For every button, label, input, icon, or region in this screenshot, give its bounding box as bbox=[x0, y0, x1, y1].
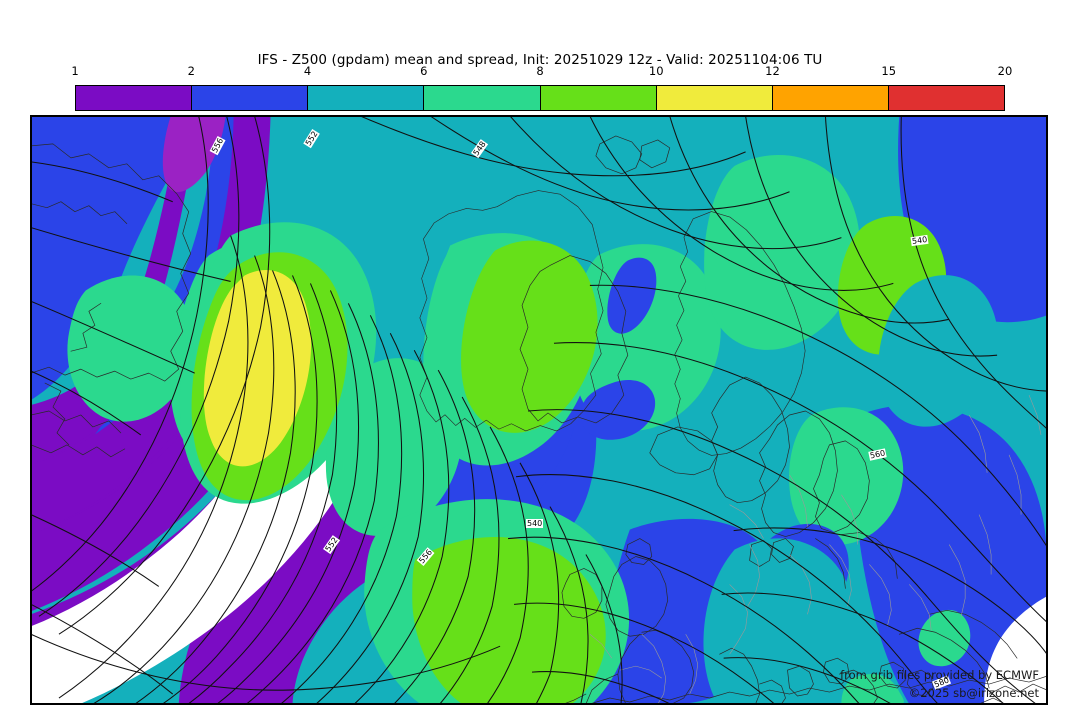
colorbar-band-2-4 bbox=[192, 86, 309, 110]
colorbar-band-15-20 bbox=[888, 86, 1004, 110]
colorbar-tick-8: 8 bbox=[536, 64, 544, 78]
colorbar-bands bbox=[75, 85, 1005, 111]
colorbar-tick-1: 1 bbox=[71, 64, 79, 78]
colorbar-band-8-10 bbox=[540, 86, 657, 110]
colorbar-tick-4: 4 bbox=[303, 64, 312, 78]
map-canvas bbox=[31, 116, 1047, 704]
map-plot-area[interactable]: 556 552 548 540 552 556 540 560 580 from… bbox=[30, 115, 1048, 705]
colorbar-band-10-12 bbox=[656, 86, 773, 110]
map-frame bbox=[31, 116, 1047, 704]
attribution-line-2: ©2025 sb@irizone.net bbox=[908, 686, 1039, 700]
height-contours bbox=[31, 116, 1047, 704]
colorbar-tick-12: 12 bbox=[765, 64, 780, 78]
spread-patch-top-magenta bbox=[162, 116, 226, 193]
colorbar-tick-labels: 1 2 4 6 8 10 12 15 20 bbox=[71, 64, 1012, 84]
country-borders bbox=[589, 394, 1042, 704]
contour-label: 540 bbox=[526, 519, 544, 528]
nodata-corner-right bbox=[984, 596, 1047, 704]
colorbar-tick-2: 2 bbox=[187, 64, 195, 78]
colorbar-tick-20: 20 bbox=[997, 64, 1013, 78]
attribution-line-1: from grib files provided by ECMWF bbox=[840, 668, 1039, 682]
coastlines bbox=[31, 135, 1047, 704]
colorbar-band-6-8 bbox=[424, 86, 541, 110]
colorbar-band-4-6 bbox=[308, 86, 425, 110]
page-title: IFS - Z500 (gpdam) mean and spread, Init… bbox=[257, 52, 823, 68]
colorbar-tick-10: 10 bbox=[648, 64, 664, 78]
colorbar-tick-6: 6 bbox=[420, 64, 428, 78]
colorbar: 1 2 4 6 8 10 12 15 20 bbox=[71, 64, 1012, 114]
colorbar-band-12-15 bbox=[772, 86, 889, 110]
spread-band-10-12 bbox=[203, 270, 312, 467]
colorbar-band-1-2 bbox=[76, 86, 193, 110]
colorbar-tick-15: 15 bbox=[881, 64, 897, 78]
